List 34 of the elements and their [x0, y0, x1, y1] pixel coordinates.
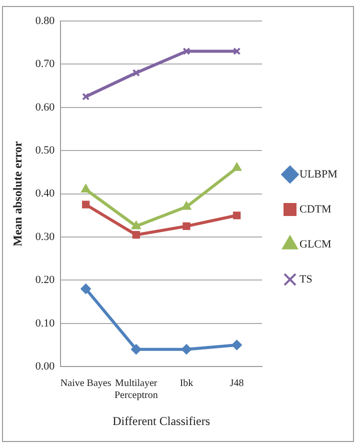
y-axis-title: Mean absolute error [10, 140, 24, 246]
y-tick-label: 0.50 [35, 144, 56, 156]
x-axis-title: Different Classifiers [112, 414, 210, 428]
point [132, 69, 140, 77]
point [132, 231, 140, 239]
point [82, 200, 90, 208]
point [232, 162, 242, 171]
y-tick-label: 0.40 [35, 188, 56, 200]
y-tick-label: 0.20 [35, 274, 56, 286]
point [182, 47, 190, 56]
y-tick-label: 0.70 [35, 58, 56, 70]
legend-label: ULBPM [300, 168, 338, 180]
x-tick-label: Naive Bayes [60, 378, 112, 390]
point [181, 344, 192, 354]
point [81, 184, 90, 192]
point [80, 284, 91, 294]
legend-label: GLCM [300, 238, 332, 250]
point [132, 221, 141, 230]
x-tick-label: J48 [230, 378, 244, 390]
point [82, 92, 90, 100]
point [131, 344, 142, 354]
y-tick-label: 0.10 [35, 317, 56, 330]
y-tick-label: 0.60 [35, 101, 56, 114]
point [182, 202, 191, 210]
point [232, 340, 242, 350]
x-tick-label: Multilayer Perceptron [114, 378, 158, 402]
point [182, 222, 190, 230]
y-tick-label: 0.80 [35, 14, 56, 27]
legend-label: CDTM [300, 203, 332, 216]
x-tick-label: Ibk [180, 378, 194, 390]
point [233, 212, 241, 220]
legend-label: TS [300, 273, 312, 286]
y-tick-label: 0.00 [35, 360, 56, 372]
y-tick-label: 0.30 [35, 230, 56, 243]
